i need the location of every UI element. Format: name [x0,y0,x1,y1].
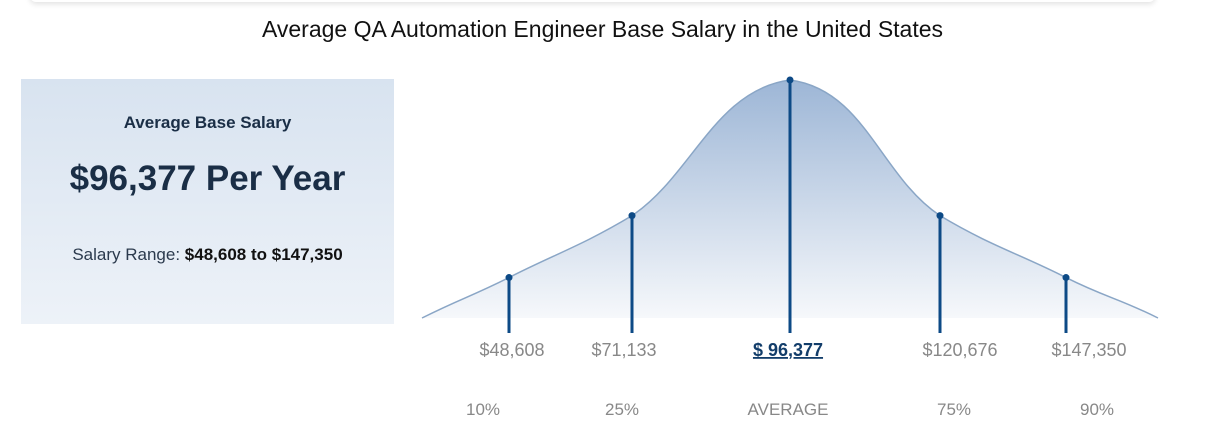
percentile-marker-dot [1062,274,1070,282]
salary-value-label: $48,608 [479,340,544,360]
average-salary-card: Average Base Salary $96,377 Per Year Sal… [21,79,394,324]
salary-value-label: $147,350 [1051,340,1126,360]
percentile-marker-dot [936,212,944,220]
percentile-label: 10% [466,400,500,419]
average-salary-link[interactable]: $ 96,377 [753,340,823,360]
average-salary-value: $96,377 Per Year [69,159,346,198]
percentile-label: 90% [1080,400,1114,419]
chart-title: Average QA Automation Engineer Base Sala… [261,16,944,42]
salary-range-value: $48,608 to $147,350 [184,245,343,264]
salary-range: Salary Range: $48,608 to $147,350 [21,245,394,265]
percentile-label: 75% [937,400,971,419]
percentile-label: AVERAGE [748,400,829,419]
percentile-marker-dot [786,76,794,84]
percentile-label: 25% [605,400,639,419]
salary-value-label: $71,133 [591,340,656,360]
salary-value-label: $120,676 [922,340,997,360]
header-shadow-bar [30,0,1155,2]
salary-range-label: Salary Range: [72,245,181,264]
average-salary-label: Average Base Salary [123,113,292,132]
percentile-marker-dot [628,212,636,220]
percentile-marker-dot [505,274,513,282]
